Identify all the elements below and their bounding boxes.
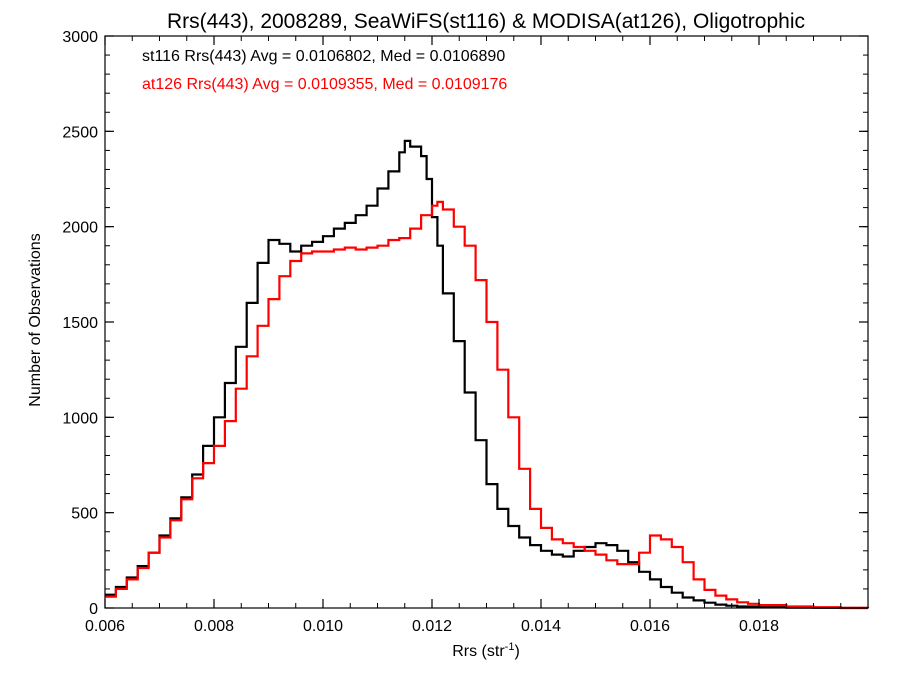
- y-tick-label: 1500: [62, 315, 98, 332]
- x-tick-label: 0.006: [85, 618, 125, 635]
- stats-annotation-1: at126 Rrs(443) Avg = 0.0109355, Med = 0.…: [142, 76, 507, 93]
- y-tick-label: 2500: [62, 124, 98, 141]
- x-axis-label-suffix: ): [514, 643, 519, 660]
- x-axis-label-main: Rrs (str: [452, 643, 505, 660]
- chart-title: Rrs(443), 2008289, SeaWiFS(st116) & MODI…: [167, 10, 805, 33]
- x-tick-label: 0.008: [194, 618, 234, 635]
- x-axis-label-superscript: -1: [505, 641, 515, 653]
- x-tick-label: 0.018: [739, 618, 779, 635]
- x-tick-label: 0.014: [521, 618, 561, 635]
- x-tick-label: 0.012: [412, 618, 452, 635]
- series-line-1: [105, 200, 870, 609]
- stats-annotation-0: st116 Rrs(443) Avg = 0.0106802, Med = 0.…: [142, 48, 505, 65]
- y-tick-label: 1000: [62, 410, 98, 427]
- y-tick-label: 3000: [62, 29, 98, 46]
- y-tick-label: 0: [89, 601, 98, 618]
- y-tick-label: 500: [71, 506, 98, 523]
- plot-area: 0.006 0.008 0.010 0.012 0.014 0.016 0.018 0 500 1…: [62, 29, 870, 635]
- x-tick-label: 0.016: [630, 618, 670, 635]
- y-axis-label: Number of Observations: [27, 233, 44, 406]
- x-axis-label: Rrs (str-1): [452, 641, 520, 660]
- y-tick-label: 2000: [62, 220, 98, 237]
- x-tick-label: 0.010: [303, 618, 343, 635]
- series-line-0: [105, 139, 868, 610]
